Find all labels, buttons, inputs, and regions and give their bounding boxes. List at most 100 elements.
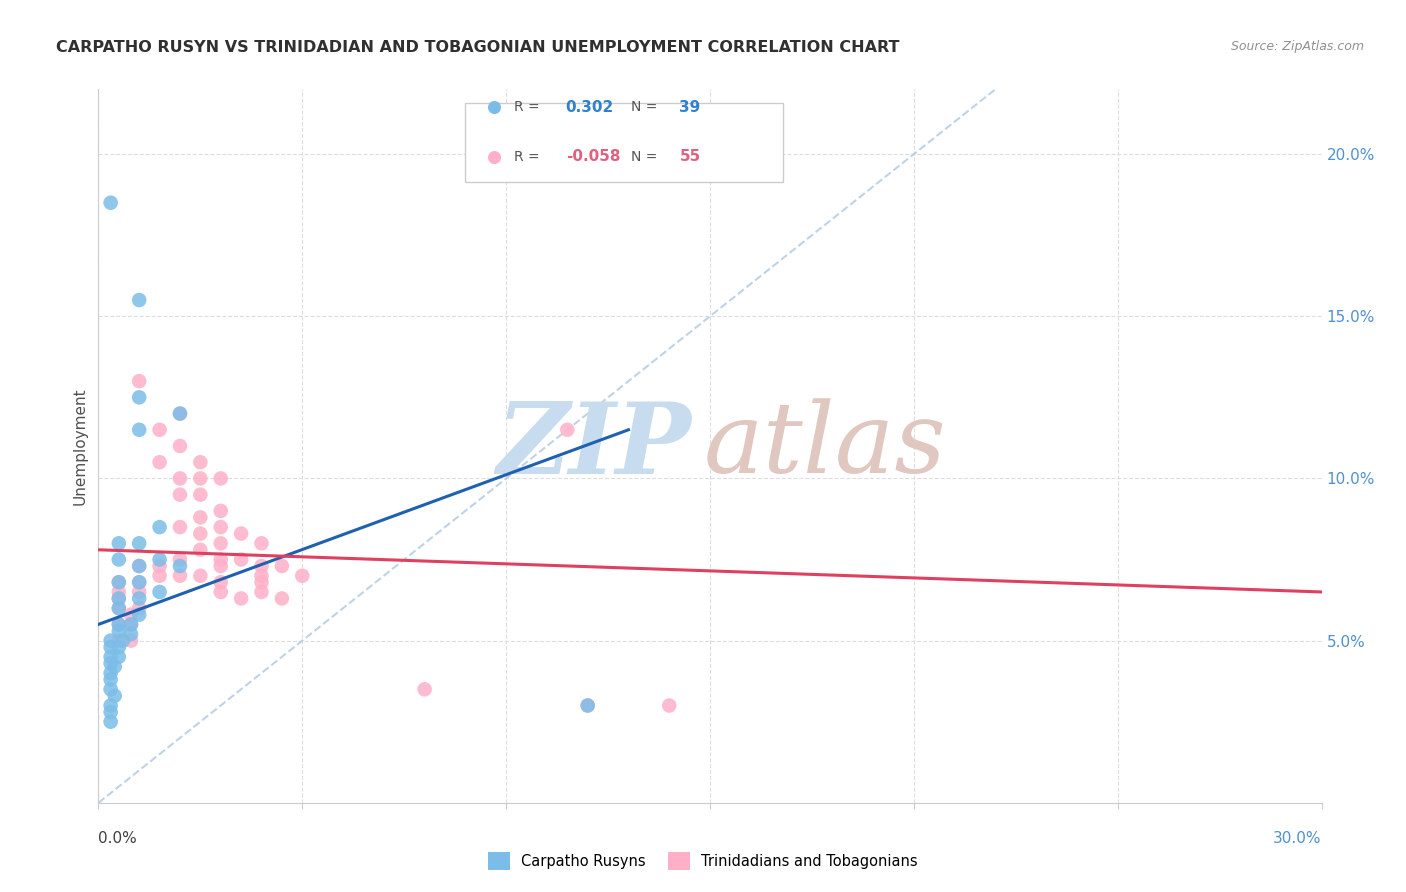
Point [209,536,232,550]
Point [413,682,436,697]
Point [108,591,131,606]
Point [100,666,122,681]
Point [209,504,232,518]
Point [250,575,273,590]
Point [128,536,150,550]
Point [100,673,122,687]
Point [231,526,253,541]
Point [128,601,150,615]
Point [149,559,172,574]
Point [100,633,122,648]
Point [250,568,273,582]
FancyBboxPatch shape [465,103,783,182]
Point [128,293,150,307]
Point [188,526,212,541]
Point [169,568,191,582]
Point [108,575,131,590]
Point [120,617,142,632]
Point [100,714,122,729]
Point [209,575,232,590]
Text: 0.0%: 0.0% [98,831,138,847]
Point [209,559,232,574]
Point [188,455,212,469]
Point [250,559,273,574]
Point [557,423,579,437]
Point [188,542,212,557]
Point [209,520,232,534]
Point [169,520,191,534]
Point [128,374,150,388]
Point [209,471,232,485]
Point [100,640,122,654]
Point [100,657,122,671]
Text: ZIP: ZIP [496,398,692,494]
Point [188,488,212,502]
Text: N =: N = [630,150,661,164]
Text: N =: N = [630,100,661,114]
Point [108,601,131,615]
Point [231,591,253,606]
Point [169,552,191,566]
Point [231,552,253,566]
Point [169,407,191,421]
Point [128,575,150,590]
Point [108,649,131,664]
Point [104,659,127,673]
Point [291,568,314,582]
Text: 0.302: 0.302 [565,100,614,114]
Text: -0.058: -0.058 [565,150,620,164]
Point [169,471,191,485]
Y-axis label: Unemployment: Unemployment [72,387,87,505]
Point [120,627,142,641]
Point [100,698,122,713]
Point [108,575,131,590]
Point [108,585,131,599]
Point [104,689,127,703]
Point [149,568,172,582]
Point [108,536,131,550]
Point [250,536,273,550]
Point [128,575,150,590]
Text: atlas: atlas [704,399,946,493]
Point [169,488,191,502]
Point [128,585,150,599]
Point [149,585,172,599]
Point [100,682,122,697]
Point [270,559,294,574]
Point [108,633,131,648]
Point [188,471,212,485]
Text: Source: ZipAtlas.com: Source: ZipAtlas.com [1230,40,1364,54]
Point [128,390,150,404]
Point [108,617,131,632]
Point [149,552,172,566]
Text: R =: R = [515,150,544,164]
Point [128,559,150,574]
Legend: Carpatho Rusyns, Trinidadians and Tobagonians: Carpatho Rusyns, Trinidadians and Tobago… [482,847,924,876]
Point [270,591,294,606]
Point [188,568,212,582]
Point [108,617,131,632]
Point [149,520,172,534]
Point [100,195,122,210]
Point [108,624,131,638]
Text: 30.0%: 30.0% [1274,831,1322,847]
Point [128,591,150,606]
Point [128,423,150,437]
Point [111,633,134,648]
Point [149,423,172,437]
Point [658,698,681,713]
Point [108,640,131,654]
Point [100,705,122,719]
Point [128,607,150,622]
Point [169,439,191,453]
Point [108,601,131,615]
Point [100,649,122,664]
Point [120,617,142,632]
Point [169,407,191,421]
Point [108,591,131,606]
Point [576,698,599,713]
Point [250,585,273,599]
Text: 55: 55 [679,150,700,164]
Point [120,633,142,648]
Point [128,559,150,574]
